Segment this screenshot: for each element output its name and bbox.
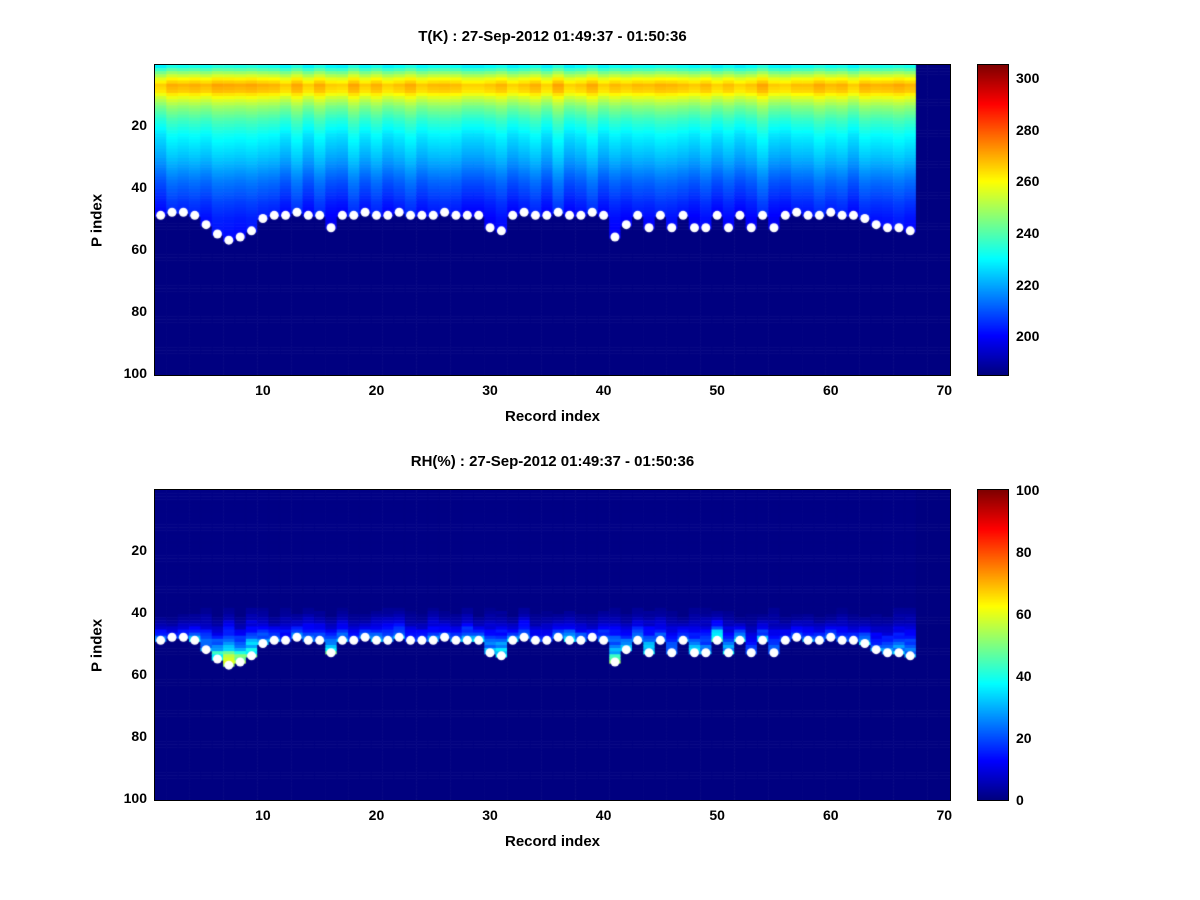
x-tick-label: 60 bbox=[822, 382, 839, 398]
y-tick-label: 60 bbox=[131, 666, 147, 683]
y-tick-label: 100 bbox=[123, 790, 147, 807]
colorbar-tick-label: 240 bbox=[1016, 224, 1040, 241]
x-tick-label: 70 bbox=[936, 807, 953, 823]
colorbar-tick-label: 40 bbox=[1016, 668, 1032, 684]
y-tick-label: 40 bbox=[131, 179, 147, 196]
colorbar-tick-label: 200 bbox=[1016, 328, 1040, 345]
humidity-heatmap-canvas bbox=[154, 489, 951, 801]
colorbar-tick-label: 60 bbox=[1016, 606, 1032, 622]
y-tick-label: 60 bbox=[131, 241, 147, 258]
x-tick-label: 10 bbox=[255, 807, 271, 823]
x-tick-label: 10 bbox=[255, 382, 271, 398]
colorbar-tick-label: 100 bbox=[1016, 482, 1040, 498]
x-axis-label: Record index bbox=[504, 408, 601, 425]
y-tick-label: 40 bbox=[131, 604, 147, 621]
y-tick-label: 20 bbox=[131, 117, 147, 134]
x-tick-label: 50 bbox=[709, 807, 725, 823]
x-tick-label: 20 bbox=[368, 382, 385, 398]
colorbar-tick-label: 260 bbox=[1016, 173, 1040, 190]
colorbar-tick-label: 20 bbox=[1016, 730, 1032, 746]
humidity-colorbar bbox=[977, 489, 1009, 801]
y-tick-label: 80 bbox=[131, 303, 147, 320]
temperature-heatmap-canvas bbox=[154, 64, 951, 376]
plot-title-humidity: RH(%) : 27-Sep-2012 01:49:37 - 01:50:36 bbox=[410, 453, 695, 470]
y-axis-label: P index bbox=[88, 618, 106, 672]
x-tick-label: 60 bbox=[822, 807, 839, 823]
temperature-colorbar bbox=[977, 64, 1009, 376]
plot-title-temperature: T(K) : 27-Sep-2012 01:49:37 - 01:50:36 bbox=[418, 28, 687, 45]
x-tick-label: 50 bbox=[709, 382, 725, 398]
x-tick-label: 70 bbox=[936, 382, 953, 398]
y-tick-label: 20 bbox=[131, 542, 147, 559]
temperature-heatmap-panel: T(K) : 27-Sep-2012 01:49:37 - 01:50:36 P… bbox=[88, 28, 1040, 425]
colorbar-tick-label: 220 bbox=[1016, 276, 1040, 293]
colorbar-tick-label: 80 bbox=[1016, 544, 1032, 560]
colorbar-tick-label: 280 bbox=[1016, 121, 1040, 138]
x-tick-label: 30 bbox=[482, 807, 498, 823]
x-tick-label: 30 bbox=[482, 382, 498, 398]
x-tick-label: 40 bbox=[595, 382, 612, 398]
y-tick-label: 100 bbox=[123, 365, 147, 382]
humidity-heatmap-panel: RH(%) : 27-Sep-2012 01:49:37 - 01:50:36 … bbox=[0, 425, 1200, 875]
x-tick-label: 40 bbox=[595, 807, 612, 823]
colorbar-tick-label: 300 bbox=[1016, 69, 1040, 86]
y-tick-label: 80 bbox=[131, 728, 147, 745]
y-axis-label: P index bbox=[88, 193, 106, 247]
x-axis-label: Record index bbox=[504, 833, 601, 850]
x-tick-label: 20 bbox=[368, 807, 385, 823]
colorbar-tick-label: 0 bbox=[1016, 792, 1024, 808]
